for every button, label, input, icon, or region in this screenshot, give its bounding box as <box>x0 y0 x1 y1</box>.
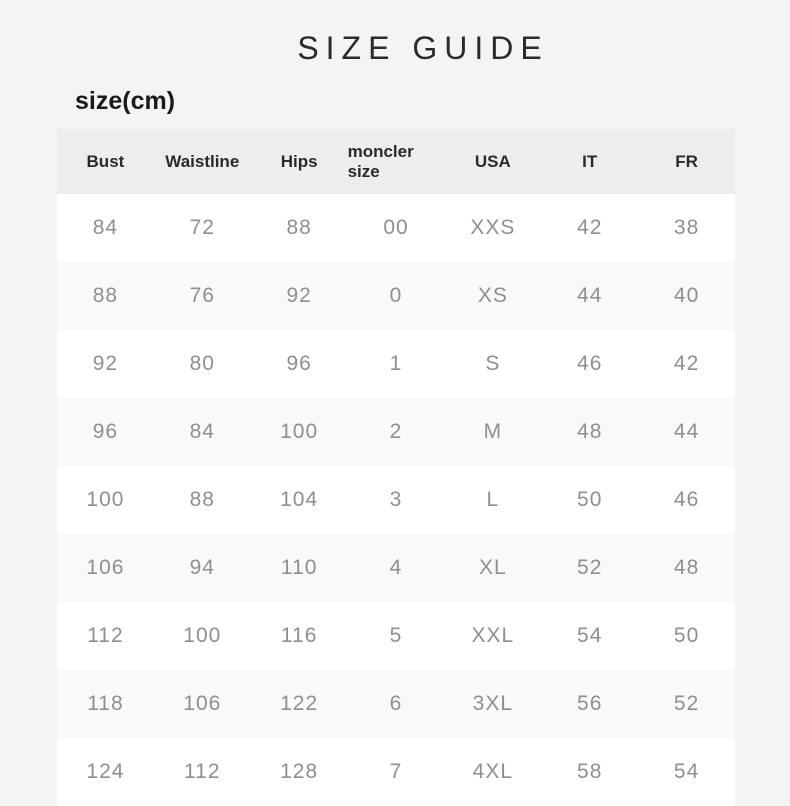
table-cell: 128 <box>280 760 319 784</box>
table-cell: 76 <box>189 284 215 308</box>
column-header-bust: Bust <box>86 151 125 171</box>
table-cell: 50 <box>673 624 700 648</box>
table-cell: 54 <box>673 760 700 784</box>
table-cell: 42 <box>673 352 700 376</box>
table-cell: 56 <box>577 692 603 716</box>
table-cell: 44 <box>577 284 603 308</box>
table-cell: 00 <box>383 216 409 240</box>
table-cell: 58 <box>577 760 603 784</box>
table-cell: 3XL <box>472 692 514 716</box>
table-cell: 96 <box>92 420 119 444</box>
column-header-waistline: Waistline <box>165 151 240 171</box>
table-cell: M <box>483 420 503 444</box>
table-cell: 100 <box>183 624 222 648</box>
column-header-hips: Hips <box>280 151 318 171</box>
table-row: 112 100 116 5 XXL 54 50 <box>57 602 735 671</box>
table-row: 88 76 92 0 XS 44 40 <box>57 262 735 331</box>
table-cell: 118 <box>87 692 124 716</box>
table-cell: XXS <box>470 216 516 240</box>
table-cell: 4 <box>389 556 403 580</box>
column-header-fr: FR <box>675 151 698 171</box>
table-cell: 52 <box>673 692 700 716</box>
column-header-it: IT <box>582 151 598 171</box>
table-cell: 122 <box>280 692 319 716</box>
table-cell: 100 <box>86 488 125 512</box>
table-row: 118 106 122 6 3XL 56 52 <box>57 670 735 739</box>
table-cell: 94 <box>189 556 215 580</box>
table-cell: 106 <box>183 692 222 716</box>
table-cell: 124 <box>86 760 125 784</box>
table-cell: 50 <box>577 488 603 512</box>
table-cell: 84 <box>92 216 119 240</box>
table-cell: 6 <box>389 692 403 716</box>
table-cell: 100 <box>280 420 319 444</box>
table-cell: XS <box>477 284 508 308</box>
table-cell: 48 <box>577 420 603 444</box>
table-cell: 96 <box>286 352 312 376</box>
table-cell: 88 <box>92 284 119 308</box>
table-cell: 1 <box>389 352 403 376</box>
table-cell: 40 <box>673 284 700 308</box>
table-cell: 38 <box>673 216 700 240</box>
table-cell: 2 <box>389 420 403 444</box>
column-header-moncler-size: moncler size <box>347 141 414 181</box>
table-cell: 52 <box>577 556 603 580</box>
table-cell: 0 <box>389 284 403 308</box>
table-cell: 116 <box>280 624 318 648</box>
table-cell: 46 <box>673 488 700 512</box>
table-cell: 112 <box>184 760 221 784</box>
table-cell: XL <box>479 556 507 580</box>
size-table: Bust Waistline Hips moncler size USA IT … <box>57 129 735 806</box>
table-cell: 48 <box>673 556 700 580</box>
table-cell: 7 <box>389 760 403 784</box>
table-body: 84 72 88 00 XXS 42 38 88 76 92 0 XS 44 4… <box>57 194 735 806</box>
table-cell: 46 <box>577 352 603 376</box>
table-row: 96 84 100 2 M 48 44 <box>57 398 735 467</box>
column-header-usa: USA <box>474 151 511 171</box>
table-cell: 110 <box>280 556 318 580</box>
table-cell: 42 <box>577 216 603 240</box>
table-cell: 92 <box>286 284 312 308</box>
table-cell: 106 <box>86 556 125 580</box>
table-cell: 88 <box>189 488 215 512</box>
table-cell: 54 <box>577 624 603 648</box>
unit-label: size(cm) <box>75 87 176 116</box>
table-cell: 72 <box>189 216 215 240</box>
table-row: 100 88 104 3 L 50 46 <box>57 466 735 535</box>
table-cell: 4XL <box>472 760 514 784</box>
table-cell: 104 <box>280 488 319 512</box>
table-cell: 80 <box>189 352 215 376</box>
table-cell: XXL <box>471 624 515 648</box>
table-row: 124 112 128 7 4XL 58 54 <box>57 738 735 806</box>
table-row: 92 80 96 1 S 46 42 <box>57 330 735 399</box>
table-row: 84 72 88 00 XXS 42 38 <box>57 194 735 263</box>
table-header-row: Bust Waistline Hips moncler size USA IT … <box>57 129 735 195</box>
table-cell: 44 <box>673 420 700 444</box>
table-cell: 5 <box>389 624 403 648</box>
table-cell: 88 <box>286 216 312 240</box>
table-cell: 112 <box>87 624 124 648</box>
table-cell: 92 <box>92 352 119 376</box>
table-cell: 84 <box>189 420 215 444</box>
table-cell: S <box>485 352 501 376</box>
page-title: SIZE GUIDE <box>297 30 549 66</box>
table-cell: 3 <box>389 488 403 512</box>
table-row: 106 94 110 4 XL 52 48 <box>57 534 735 603</box>
table-cell: L <box>486 488 500 512</box>
